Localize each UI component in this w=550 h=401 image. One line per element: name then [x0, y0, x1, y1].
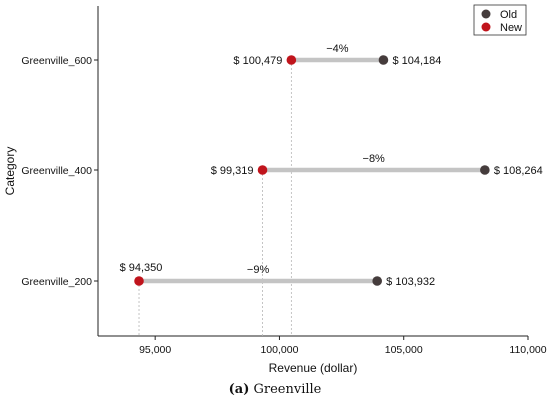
old-point: [372, 276, 382, 286]
x-tick-label: 100,000: [260, 344, 298, 356]
x-tick-label: 105,000: [385, 344, 423, 356]
legend-old-label: Old: [500, 9, 517, 21]
legend-new-label: New: [500, 22, 522, 34]
legend-new-marker: [481, 22, 491, 32]
new-value-label: $ 100,479: [233, 55, 282, 67]
change-label: −9%: [247, 264, 270, 276]
x-tick-label: 95,000: [139, 344, 171, 356]
y-tick-label: Greenville_400: [21, 165, 92, 177]
old-point: [480, 165, 490, 175]
legend-old-marker: [481, 9, 491, 19]
new-point: [134, 276, 144, 286]
new-value-label: $ 99,319: [211, 165, 254, 177]
y-tick-label: Greenville_200: [21, 276, 92, 288]
figure-caption: (a) Greenville: [229, 382, 322, 397]
new-point: [286, 55, 297, 65]
plot-area: 95,000 100,000 105,000 110,000 Greenville_60…: [21, 43, 546, 356]
y-tick-label: Greenville_600: [21, 55, 92, 67]
y-axis-title: Category: [3, 147, 17, 196]
change-label: −8%: [363, 153, 386, 165]
caption-tag: (a): [229, 382, 250, 397]
old-value-label: $ 103,932: [386, 276, 435, 288]
change-label: −4%: [326, 43, 349, 55]
new-point: [257, 165, 268, 175]
new-value-label: $ 94,350: [120, 262, 163, 274]
old-point: [378, 55, 389, 65]
old-value-label: $ 104,184: [392, 55, 441, 67]
x-axis-title: Revenue (dollar): [269, 361, 358, 375]
legend: Old New: [473, 4, 527, 36]
x-tick-label: 110,000: [509, 344, 546, 356]
caption-text: Greenville: [249, 382, 321, 397]
old-value-label: $ 108,264: [494, 165, 543, 177]
